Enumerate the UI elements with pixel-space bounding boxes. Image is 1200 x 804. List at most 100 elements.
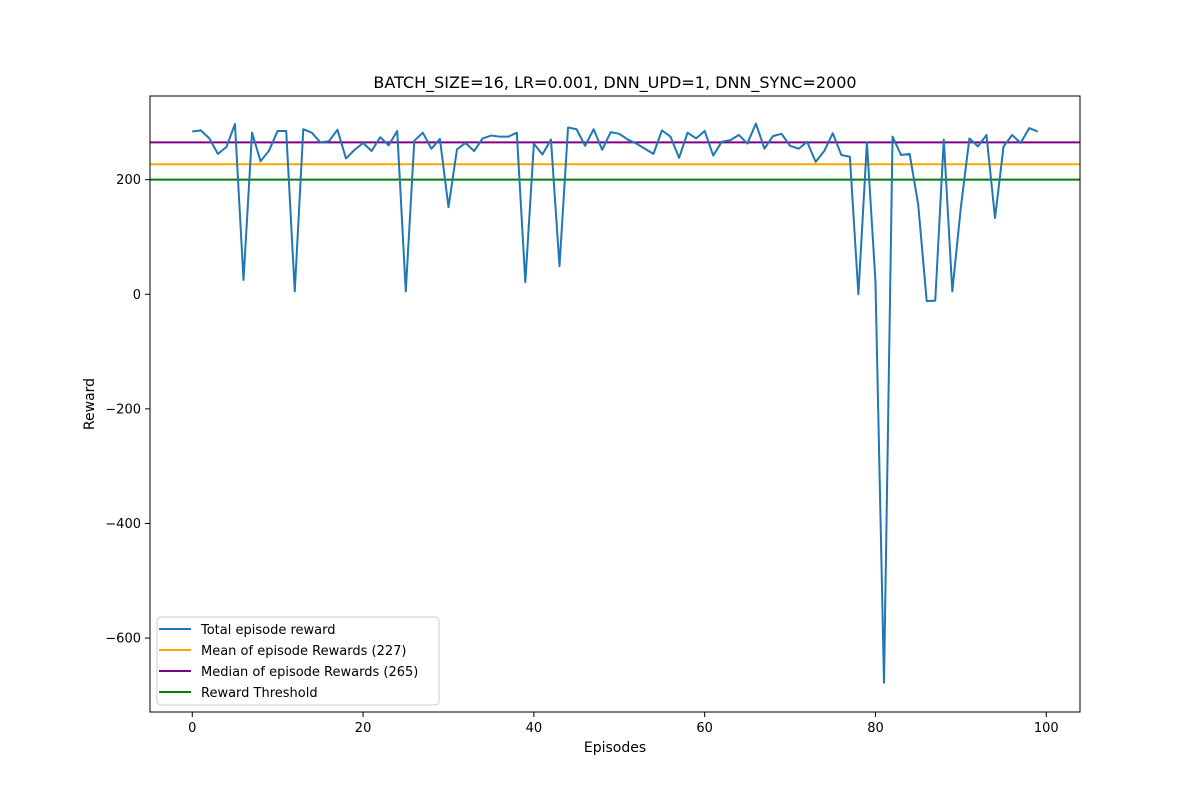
legend-entry: Median of episode Rewards (265) <box>159 665 418 680</box>
data-point <box>387 144 390 147</box>
data-point <box>908 152 911 155</box>
data-point <box>447 206 450 209</box>
y-tick-label: −600 <box>105 632 141 647</box>
data-point <box>771 135 774 138</box>
data-point <box>686 131 689 134</box>
x-tick-label: 100 <box>1034 721 1059 736</box>
data-point <box>712 154 715 157</box>
data-point <box>293 290 296 293</box>
data-point <box>507 135 510 138</box>
data-point <box>789 144 792 147</box>
reference-lines <box>150 141 1080 181</box>
x-tick-label: 40 <box>526 721 543 736</box>
data-point <box>917 203 920 206</box>
plot-frame <box>149 95 1081 713</box>
data-point <box>951 290 954 293</box>
data-point <box>490 134 493 137</box>
data-point <box>370 150 373 153</box>
data-point <box>900 154 903 157</box>
series-layer <box>191 122 1039 684</box>
data-point <box>344 157 347 160</box>
data-point <box>242 278 245 281</box>
data-point <box>934 299 937 302</box>
data-point <box>199 129 202 132</box>
data-point <box>942 138 945 141</box>
data-point <box>413 139 416 142</box>
data-point <box>643 147 646 150</box>
data-point <box>737 133 740 136</box>
data-point <box>541 153 544 156</box>
y-axis-label: Reward <box>82 378 98 430</box>
data-point <box>592 128 595 131</box>
y-tick-label: −400 <box>105 517 141 532</box>
data-point <box>473 150 476 153</box>
data-point <box>652 152 655 155</box>
y-tick-label: 200 <box>116 173 141 188</box>
data-point <box>575 128 578 131</box>
plot-area <box>150 96 1080 712</box>
data-point <box>874 280 877 283</box>
data-point <box>959 206 962 209</box>
data-point <box>396 129 399 132</box>
legend-entry: Reward Threshold <box>159 686 318 701</box>
data-point <box>857 293 860 296</box>
data-point <box>609 131 612 134</box>
data-point <box>353 148 356 151</box>
legend-entry: Total episode reward <box>159 623 336 638</box>
data-point <box>754 122 757 125</box>
data-point <box>669 135 672 138</box>
series-line-total-episode-reward <box>192 122 1039 684</box>
data-point <box>976 145 979 148</box>
data-point <box>302 128 305 131</box>
legend-entry: Mean of episode Rewards (227) <box>159 644 406 659</box>
data-point <box>327 140 330 143</box>
data-point <box>464 141 467 144</box>
data-point <box>635 142 638 145</box>
data-point <box>233 123 236 126</box>
data-point <box>481 137 484 140</box>
data-point <box>1002 145 1005 148</box>
data-point <box>720 140 723 143</box>
data-point <box>1028 127 1031 130</box>
data-point <box>925 300 928 303</box>
legend-items: Total episode reward Mean of episode Rewa… <box>159 623 418 701</box>
data-point <box>208 137 211 140</box>
data-point <box>695 137 698 140</box>
data-point <box>703 129 706 132</box>
data-point <box>994 217 997 220</box>
data-point <box>276 129 279 132</box>
data-point <box>549 138 552 141</box>
data-point <box>865 141 868 144</box>
legend-label: Mean of episode Rewards (227) <box>201 644 406 659</box>
chart-title: BATCH_SIZE=16, LR=0.001, DNN_UPD=1, DNN_… <box>373 73 856 93</box>
data-point <box>823 150 826 153</box>
x-tick-label: 20 <box>355 721 372 736</box>
data-point <box>285 129 288 132</box>
data-point <box>532 142 535 145</box>
data-point <box>1036 130 1039 133</box>
data-point <box>524 281 527 284</box>
data-point <box>259 160 262 163</box>
legend-label: Total episode reward <box>200 623 336 638</box>
data-point <box>362 141 365 144</box>
x-tick-label: 80 <box>867 721 884 736</box>
data-point <box>251 131 254 134</box>
data-point <box>421 131 424 134</box>
data-point <box>225 146 228 149</box>
data-point <box>310 131 313 134</box>
data-point <box>191 130 194 133</box>
data-point <box>216 152 219 155</box>
data-point <box>797 147 800 150</box>
data-point <box>618 132 621 135</box>
data-point <box>968 137 971 140</box>
legend-label: Median of episode Rewards (265) <box>201 665 418 680</box>
data-point <box>763 147 766 150</box>
data-point <box>806 140 809 143</box>
data-point <box>626 138 629 141</box>
y-tick-label: −200 <box>105 402 141 417</box>
data-point <box>336 128 339 131</box>
y-tick-label: 0 <box>133 288 141 303</box>
data-point <box>678 156 681 159</box>
legend-label: Reward Threshold <box>201 686 318 701</box>
